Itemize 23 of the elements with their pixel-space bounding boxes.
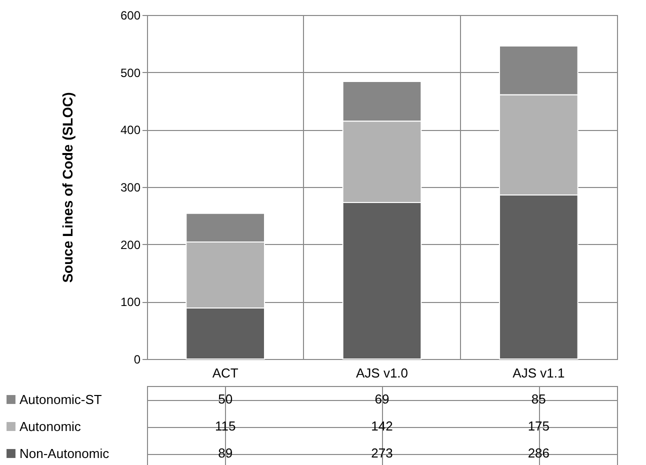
data-label: 50 bbox=[218, 392, 233, 406]
y-axis-title: Souce Lines of Code (SLOC) bbox=[59, 92, 76, 283]
data-label: 89 bbox=[218, 446, 233, 460]
data-label: 142 bbox=[371, 418, 393, 434]
y-tick-label: 500 bbox=[120, 66, 141, 80]
y-tick-label: 400 bbox=[120, 123, 141, 138]
data-label: 175 bbox=[528, 418, 550, 434]
legend-label: Autonomic-ST bbox=[20, 392, 102, 407]
y-tick-label: 300 bbox=[120, 180, 141, 194]
data-label: 115 bbox=[214, 418, 236, 434]
y-tick-label: 100 bbox=[120, 295, 141, 310]
data-label: 286 bbox=[528, 446, 550, 460]
legend-label: Non-Autonomic bbox=[20, 446, 110, 461]
y-tick-label: 200 bbox=[120, 238, 141, 252]
y-tick-label: 0 bbox=[134, 352, 141, 366]
data-label: 69 bbox=[374, 392, 390, 406]
legend-label: Autonomic bbox=[20, 419, 82, 434]
x-tick-label: AJS v1.0 bbox=[356, 366, 408, 380]
data-label: 273 bbox=[371, 446, 393, 460]
x-tick-label: ACT bbox=[212, 366, 238, 380]
data-label: 85 bbox=[531, 392, 546, 406]
x-tick-label: AJS v1.1 bbox=[512, 366, 565, 380]
y-tick-label: 600 bbox=[120, 8, 141, 22]
